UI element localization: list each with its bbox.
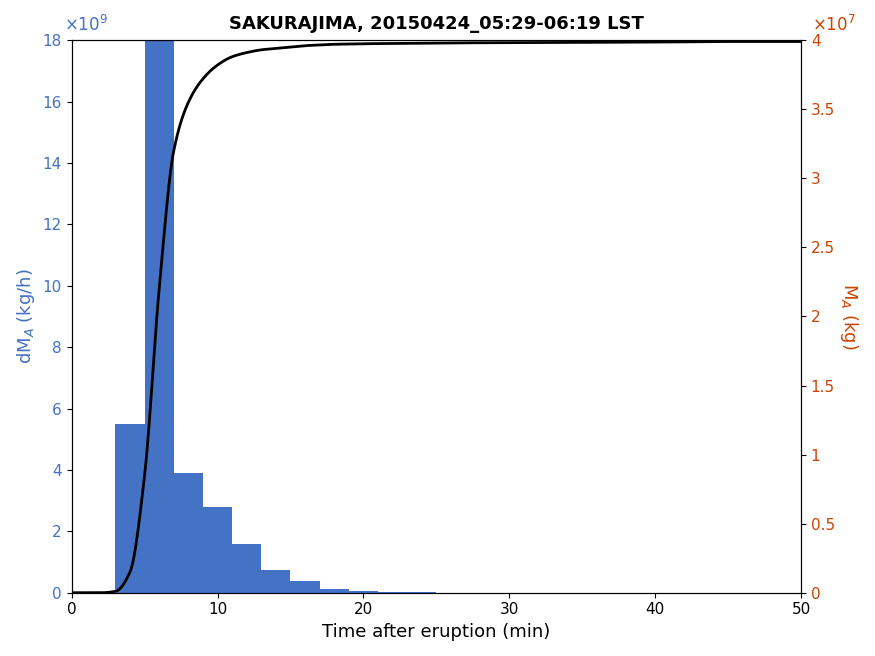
Bar xyxy=(232,544,262,593)
Bar xyxy=(144,40,174,593)
Bar xyxy=(349,590,378,593)
Bar xyxy=(203,507,232,593)
Bar xyxy=(290,581,319,593)
Bar xyxy=(378,592,407,593)
Y-axis label: dM$_A$ (kg/h): dM$_A$ (kg/h) xyxy=(15,268,37,364)
Bar xyxy=(174,473,203,593)
Bar xyxy=(262,569,290,593)
Bar xyxy=(319,589,349,593)
Bar xyxy=(116,424,144,593)
Text: $\times 10^7$: $\times 10^7$ xyxy=(812,14,856,35)
X-axis label: Time after eruption (min): Time after eruption (min) xyxy=(322,623,550,641)
Y-axis label: M$_A$ (kg): M$_A$ (kg) xyxy=(838,283,860,350)
Text: $\times 10^9$: $\times 10^9$ xyxy=(65,14,108,35)
Title: SAKURAJIMA, 20150424_05:29-06:19 LST: SAKURAJIMA, 20150424_05:29-06:19 LST xyxy=(229,15,644,33)
